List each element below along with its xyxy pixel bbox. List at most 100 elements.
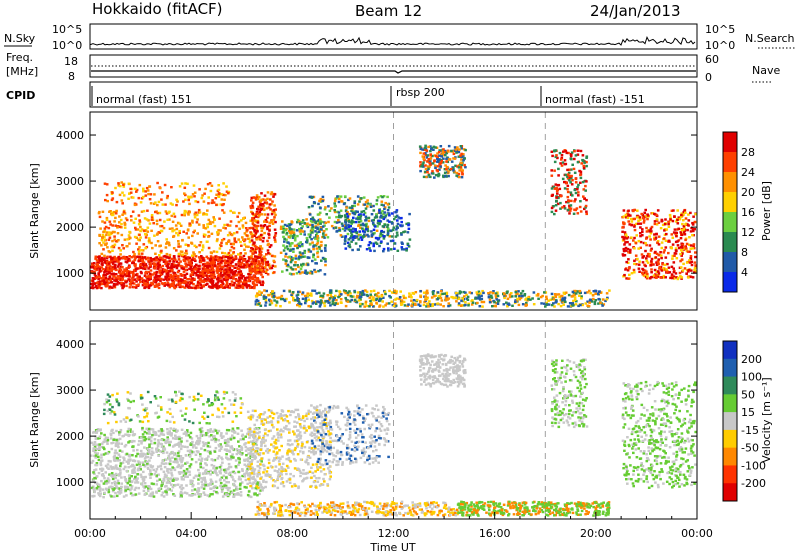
echo-cell — [669, 276, 672, 280]
echo-cell — [121, 213, 124, 216]
echo-cell — [460, 158, 463, 161]
echo-cell — [231, 475, 234, 479]
echo-cell — [443, 175, 447, 178]
echo-cell — [107, 250, 111, 253]
echo-cell — [90, 271, 93, 274]
echo-cell — [630, 217, 633, 221]
echo-cell — [254, 251, 257, 254]
echo-cell — [140, 452, 144, 455]
echo-cell — [269, 198, 272, 201]
echo-cell — [129, 483, 132, 487]
echo-cell — [131, 274, 135, 277]
echo-cell — [244, 435, 247, 438]
echo-cell — [563, 296, 567, 299]
echo-cell — [677, 227, 680, 230]
echo-cell — [657, 270, 660, 273]
echo-cell — [140, 252, 144, 255]
echo-cell — [508, 293, 512, 296]
echo-cell — [229, 220, 233, 223]
echo-cell — [269, 244, 273, 247]
echo-cell — [462, 159, 465, 162]
echo-cell — [411, 301, 415, 305]
echo-cell — [189, 265, 193, 269]
echo-cell — [191, 440, 194, 444]
echo-cell — [399, 290, 402, 293]
echo-cell — [149, 193, 153, 196]
echo-cell — [496, 302, 500, 305]
echo-cell — [169, 266, 173, 269]
echo-cell — [253, 244, 257, 247]
echo-cell — [100, 244, 103, 247]
echo-cell — [316, 235, 319, 238]
echo-cell — [222, 226, 225, 229]
echo-cell — [293, 263, 296, 267]
y-tick-label: 1000 — [56, 267, 84, 280]
echo-cell — [237, 463, 240, 467]
echo-cell — [256, 230, 259, 233]
echo-cell — [326, 236, 330, 239]
echo-cell — [206, 223, 209, 226]
echo-cell — [170, 214, 174, 218]
echo-cell — [303, 233, 306, 236]
echo-cell — [451, 150, 455, 153]
echo-cell — [684, 217, 688, 220]
echo-cell — [309, 233, 312, 236]
echo-cell — [266, 243, 270, 247]
echo-cell — [318, 228, 321, 231]
echo-cell — [135, 236, 139, 239]
echo-cell — [630, 224, 633, 227]
echo-cell — [114, 224, 117, 227]
echo-cell — [679, 252, 682, 256]
echo-cell — [569, 207, 573, 210]
echo-cell — [370, 233, 374, 236]
echo-cell — [558, 295, 561, 299]
echo-cell — [674, 249, 678, 252]
echo-cell — [150, 229, 153, 232]
echo-cell — [179, 273, 183, 276]
echo-cell — [178, 279, 181, 283]
echo-cell — [202, 257, 206, 260]
echo-cell — [570, 168, 573, 171]
echo-cell — [120, 482, 123, 485]
echo-cell — [149, 202, 153, 205]
echo-cell — [254, 268, 257, 271]
echo-cell — [286, 224, 289, 227]
echo-cell — [206, 264, 209, 268]
echo-cell — [431, 170, 434, 173]
echo-cell — [671, 236, 675, 239]
echo-cell — [283, 237, 286, 241]
echo-cell — [316, 241, 320, 244]
echo-cell — [565, 200, 568, 204]
echo-cell — [365, 217, 368, 220]
y-tick-label: 2000 — [56, 221, 84, 234]
echo-cell — [623, 254, 627, 257]
echo-cell — [348, 206, 352, 209]
echo-cell — [639, 226, 642, 229]
echo-cell — [493, 301, 496, 304]
echo-cell — [307, 206, 311, 209]
echo-cell — [139, 236, 142, 239]
echo-cell — [573, 171, 577, 174]
echo-cell — [391, 291, 394, 294]
echo-cell — [121, 272, 124, 275]
echo-cell — [399, 224, 402, 227]
echo-cell — [274, 220, 277, 224]
echo-cell — [197, 286, 200, 289]
echo-cell — [253, 457, 257, 460]
echo-cell — [379, 214, 383, 217]
echo-cell — [563, 298, 566, 301]
echo-cell — [308, 223, 312, 227]
echo-cell — [582, 188, 586, 191]
echo-cell — [107, 281, 110, 284]
echo-cell — [282, 244, 285, 247]
echo-cell — [644, 208, 647, 212]
echo-cell — [117, 260, 120, 263]
echo-cell — [315, 242, 319, 246]
echo-cell — [209, 189, 213, 193]
echo-cell — [103, 270, 107, 273]
echo-cell — [154, 274, 158, 277]
echo-cell — [480, 294, 483, 297]
nave-tick-top: 60 — [705, 53, 719, 66]
echo-cell — [218, 247, 222, 250]
freq-series — [91, 70, 696, 74]
